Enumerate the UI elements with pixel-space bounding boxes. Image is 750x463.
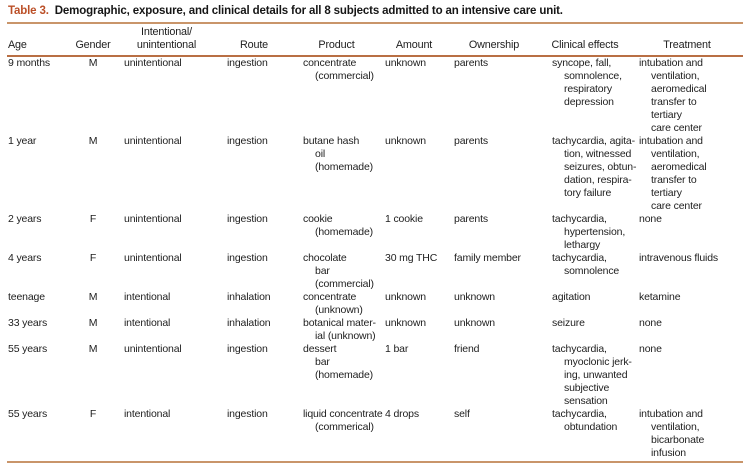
- cell-route: ingestion: [227, 213, 268, 225]
- cell-product: concentrate (unknown): [303, 291, 363, 316]
- cell-clinical-effects: tachycardia, myoclonic jerk- ing, unwant…: [552, 343, 632, 407]
- cell-route: ingestion: [227, 343, 268, 355]
- cell-amount: 1 bar: [385, 343, 409, 355]
- table-row: 9 months M unintentional ingestion conce…: [7, 56, 743, 135]
- col-header-route: Route: [214, 24, 294, 57]
- cell-amount: unknown: [385, 291, 426, 303]
- cell-age: 2 years: [8, 213, 42, 225]
- cell-ownership: friend: [454, 343, 480, 355]
- table-row: teenage M intentional inhalation concent…: [7, 291, 743, 317]
- cell-gender: F: [89, 213, 97, 225]
- cell-treatment: intubation and ventilation, aeromedical …: [639, 57, 707, 134]
- table-caption: Table 3. Demographic, exposure, and clini…: [0, 0, 750, 22]
- table-row: 33 years M intentional inhalation botani…: [7, 317, 743, 343]
- cell-clinical-effects: agitation: [552, 291, 591, 303]
- cell-age: 33 years: [8, 317, 48, 329]
- table-caption-number: Table 3.: [8, 5, 49, 17]
- cell-route: ingestion: [227, 252, 268, 264]
- col-header-amount: Amount: [379, 24, 449, 57]
- cell-product: botanical mater- ial (unknown): [303, 317, 376, 342]
- cell-intentional: unintentional: [124, 213, 182, 225]
- cell-intentional: unintentional: [124, 57, 182, 69]
- cell-amount: unknown: [385, 57, 426, 69]
- table-row: 55 years F intentional ingestion liquid …: [7, 408, 743, 460]
- table-row: 55 years M unintentional ingestion desse…: [7, 343, 743, 408]
- cell-product: liquid concentrate (commerical): [303, 408, 383, 433]
- cell-ownership: self: [454, 408, 470, 420]
- cell-ownership: parents: [454, 213, 488, 225]
- col-header-clinical-effects: Clinical effects: [539, 24, 631, 57]
- table-caption-text: Demographic, exposure, and clinical deta…: [54, 5, 563, 17]
- cell-age: 4 years: [8, 252, 42, 264]
- cell-gender: F: [89, 252, 97, 264]
- cell-gender: M: [88, 317, 98, 329]
- caption-divider-rule: [7, 22, 743, 24]
- cell-route: ingestion: [227, 135, 268, 147]
- cell-amount: unknown: [385, 317, 426, 329]
- cell-treatment: none: [639, 213, 662, 225]
- col-header-ownership: Ownership: [449, 24, 539, 57]
- cell-gender: F: [89, 408, 97, 420]
- cell-intentional: intentional: [124, 317, 171, 329]
- table-row: 4 years F unintentional ingestion chocol…: [7, 252, 743, 291]
- cell-product: butane hash oil (homemade): [303, 135, 374, 173]
- col-header-treatment: Treatment: [631, 24, 743, 57]
- cell-clinical-effects: tachycardia, somnolence: [552, 252, 620, 277]
- cell-intentional: intentional: [124, 408, 171, 420]
- cell-product: chocolate bar (commercial): [303, 252, 374, 290]
- cell-gender: M: [88, 57, 98, 69]
- cell-clinical-effects: tachycardia, obtundation: [552, 408, 618, 433]
- cell-clinical-effects: seizure: [552, 317, 585, 329]
- cell-ownership: family member: [454, 252, 521, 264]
- cell-route: ingestion: [227, 57, 268, 69]
- cell-age: 55 years: [8, 343, 48, 355]
- cell-treatment: none: [639, 343, 662, 355]
- table-body: 9 months M unintentional ingestion conce…: [7, 56, 743, 460]
- cell-route: ingestion: [227, 408, 268, 420]
- cell-treatment: ketamine: [639, 291, 681, 303]
- cell-treatment: intubation and ventilation, aeromedical …: [639, 135, 707, 212]
- table-header-row: Age Gender Intentional/ unintentional Ro…: [7, 24, 743, 57]
- cell-intentional: unintentional: [124, 252, 182, 264]
- subjects-table: Age Gender Intentional/ unintentional Ro…: [7, 24, 743, 460]
- cell-ownership: unknown: [454, 317, 495, 329]
- cell-amount: unknown: [385, 135, 426, 147]
- cell-gender: M: [88, 343, 98, 355]
- cell-clinical-effects: syncope, fall, somnolence, respiratory d…: [552, 57, 622, 108]
- cell-amount: 4 drops: [385, 408, 419, 420]
- cell-age: 1 year: [8, 135, 37, 147]
- cell-clinical-effects: tachycardia, hypertension, lethargy: [552, 213, 626, 251]
- cell-clinical-effects: tachycardia, agita- tion, witnessed seiz…: [552, 135, 637, 199]
- cell-treatment: intubation and ventilation, bicarbonate …: [639, 408, 705, 459]
- cell-gender: M: [88, 291, 98, 303]
- cell-product: cookie (homemade): [303, 213, 374, 238]
- table-row: 1 year M unintentional ingestion butane …: [7, 135, 743, 213]
- cell-ownership: parents: [454, 135, 488, 147]
- cell-age: teenage: [8, 291, 45, 303]
- cell-ownership: unknown: [454, 291, 495, 303]
- cell-ownership: parents: [454, 57, 488, 69]
- cell-gender: M: [88, 135, 98, 147]
- col-header-intentional: Intentional/ unintentional: [119, 24, 214, 57]
- col-header-product: Product: [294, 24, 379, 57]
- cell-amount: 30 mg THC: [385, 252, 438, 264]
- cell-intentional: intentional: [124, 291, 171, 303]
- cell-intentional: unintentional: [124, 343, 182, 355]
- cell-age: 9 months: [8, 57, 50, 69]
- cell-product: dessert bar (homemade): [303, 343, 374, 381]
- cell-age: 55 years: [8, 408, 48, 420]
- cell-intentional: unintentional: [124, 135, 182, 147]
- cell-amount: 1 cookie: [385, 213, 423, 225]
- cell-route: inhalation: [227, 291, 271, 303]
- cell-product: concentrate (commercial): [303, 57, 374, 82]
- cell-treatment: intravenous fluids: [639, 252, 719, 264]
- cell-treatment: none: [639, 317, 662, 329]
- cell-route: inhalation: [227, 317, 271, 329]
- col-header-age: Age: [7, 24, 67, 57]
- table-row: 2 years F unintentional ingestion cookie…: [7, 213, 743, 252]
- col-header-gender: Gender: [67, 24, 119, 57]
